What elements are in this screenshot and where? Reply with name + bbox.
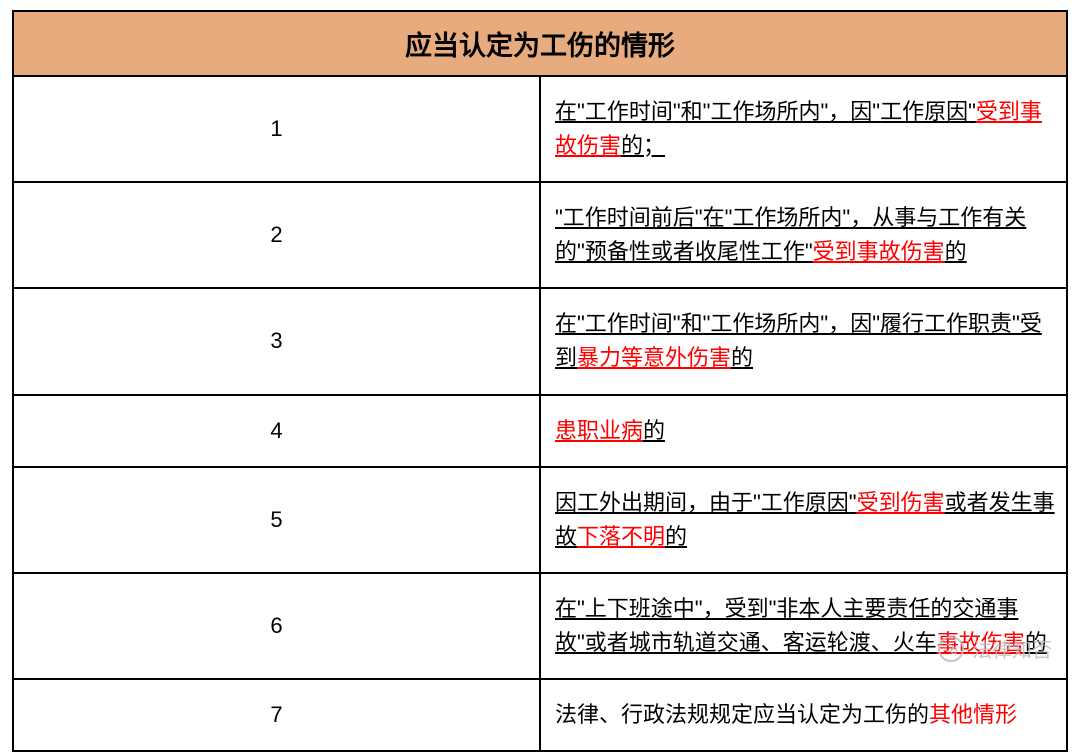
text-run: "，因" — [820, 99, 880, 124]
row-content: 在"工作时间"和"工作场所内"，因"履行工作职责"受到暴力等意外伤害的 — [540, 288, 1067, 394]
watermark: 法律知否 — [938, 634, 1052, 663]
row-content: 在"工作时间"和"工作场所内"，因"工作原因"受到事故伤害的； — [540, 76, 1067, 182]
row-content: 法律、行政法规规定应当认定为工伤的其他情形 — [540, 679, 1067, 751]
table-row: 3在"工作时间"和"工作场所内"，因"履行工作职责"受到暴力等意外伤害的 — [13, 288, 1067, 394]
table-title: 应当认定为工伤的情形 — [13, 11, 1067, 76]
table-row: 4患职业病的 — [13, 395, 1067, 467]
row-number: 1 — [13, 76, 540, 182]
table-row: 1在"工作时间"和"工作场所内"，因"工作原因"受到事故伤害的； — [13, 76, 1067, 182]
table-row: 2"工作时间前后"在"工作场所内"，从事与工作有关的"预备性或者收尾性工作"受到… — [13, 182, 1067, 288]
row-content: 因工外出期间，由于"工作原因"受到伤害或者发生事故下落不明的 — [540, 467, 1067, 573]
text-run: "工作时间前后"在"工作场所内"， — [555, 205, 872, 230]
text-run: 工作原因 — [880, 99, 968, 124]
highlight-text: 暴力等意外伤害 — [577, 345, 731, 370]
text-run: 工作时间 — [585, 99, 673, 124]
row-content: "工作时间前后"在"工作场所内"，从事与工作有关的"预备性或者收尾性工作"受到事… — [540, 182, 1067, 288]
row-content: 患职业病的 — [540, 395, 1067, 467]
text-run: 工作场所内 — [710, 99, 820, 124]
text-run: "预备性或者收尾性工作" — [577, 239, 813, 264]
text-run: 的； — [621, 133, 665, 158]
watermark-text: 法律知否 — [972, 634, 1052, 663]
row-number: 5 — [13, 467, 540, 573]
text-run: 因工外出期间，由于"工作原因" — [555, 490, 857, 515]
highlight-text: 受到事故伤害 — [813, 239, 945, 264]
row-content: 在"上下班途中"，受到"非本人主要责任的交通事故"或者城市轨道交通、客运轮渡、火… — [540, 573, 1067, 679]
highlight-text: 其他情形 — [929, 702, 1017, 727]
table-row: 5因工外出期间，由于"工作原因"受到伤害或者发生事故下落不明的 — [13, 467, 1067, 573]
wechat-icon — [938, 636, 964, 662]
table-row: 7法律、行政法规规定应当认定为工伤的其他情形 — [13, 679, 1067, 751]
row-number: 3 — [13, 288, 540, 394]
work-injury-table: 应当认定为工伤的情形 1 在"工作时间"和"工作场所内"，因"工作原因" 受到事故伤… — [12, 10, 1068, 752]
row-number: 6 — [13, 573, 540, 679]
text-run: 法律、行政法规规定应当认定为工伤的 — [555, 702, 929, 727]
highlight-text: 受到伤害 — [857, 490, 945, 515]
table-row: 6在"上下班途中"，受到"非本人主要责任的交通事故"或者城市轨道交通、客运轮渡、… — [13, 573, 1067, 679]
text-run: 的 — [665, 524, 687, 549]
text-run: 的 — [731, 345, 753, 370]
text-run: " — [968, 99, 976, 124]
text-run: 的 — [945, 239, 967, 264]
row-number: 2 — [13, 182, 540, 288]
row-number: 7 — [13, 679, 540, 751]
highlight-text: 患职业病 — [555, 418, 643, 443]
highlight-text: 下落不明 — [577, 524, 665, 549]
text-run: 的 — [643, 418, 665, 443]
row-number: 4 — [13, 395, 540, 467]
table-body: 1 在"工作时间"和"工作场所内"，因"工作原因" 受到事故伤害 的； 2 "工作时间前后… — [13, 76, 1067, 751]
text-run: 在" — [555, 99, 585, 124]
text-run: "和" — [673, 99, 711, 124]
